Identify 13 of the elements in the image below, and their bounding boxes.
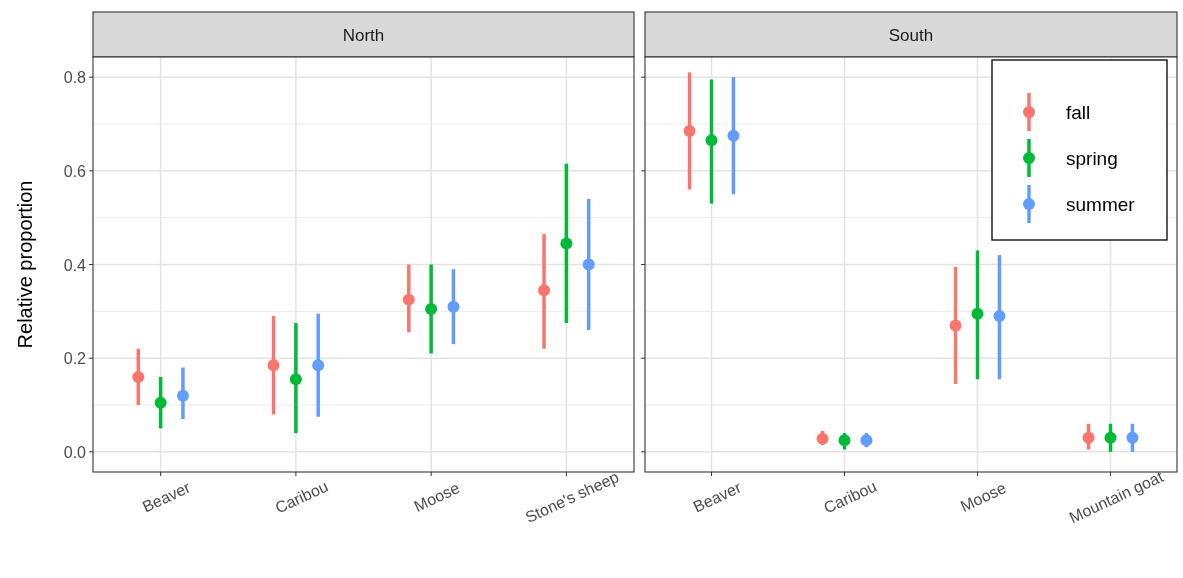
y-tick-label: 0.0 bbox=[63, 443, 87, 461]
chart-title: North bbox=[342, 25, 385, 45]
y-tick-label: 0.4 bbox=[63, 256, 87, 274]
y-tick-label: 0.8 bbox=[63, 69, 87, 87]
x-tick-label: Moose bbox=[411, 479, 463, 515]
legend-label: spring bbox=[1066, 148, 1118, 169]
x-tick-label: Moose bbox=[957, 479, 1009, 515]
chart-title: South bbox=[888, 25, 934, 45]
legend-label: summer bbox=[1066, 194, 1136, 215]
y-tick-label: 0.2 bbox=[63, 350, 87, 368]
y-axis-title: Relative proportion bbox=[14, 180, 36, 349]
y-tick-label: 0.6 bbox=[63, 162, 87, 180]
legend-label: fall bbox=[1066, 102, 1091, 123]
